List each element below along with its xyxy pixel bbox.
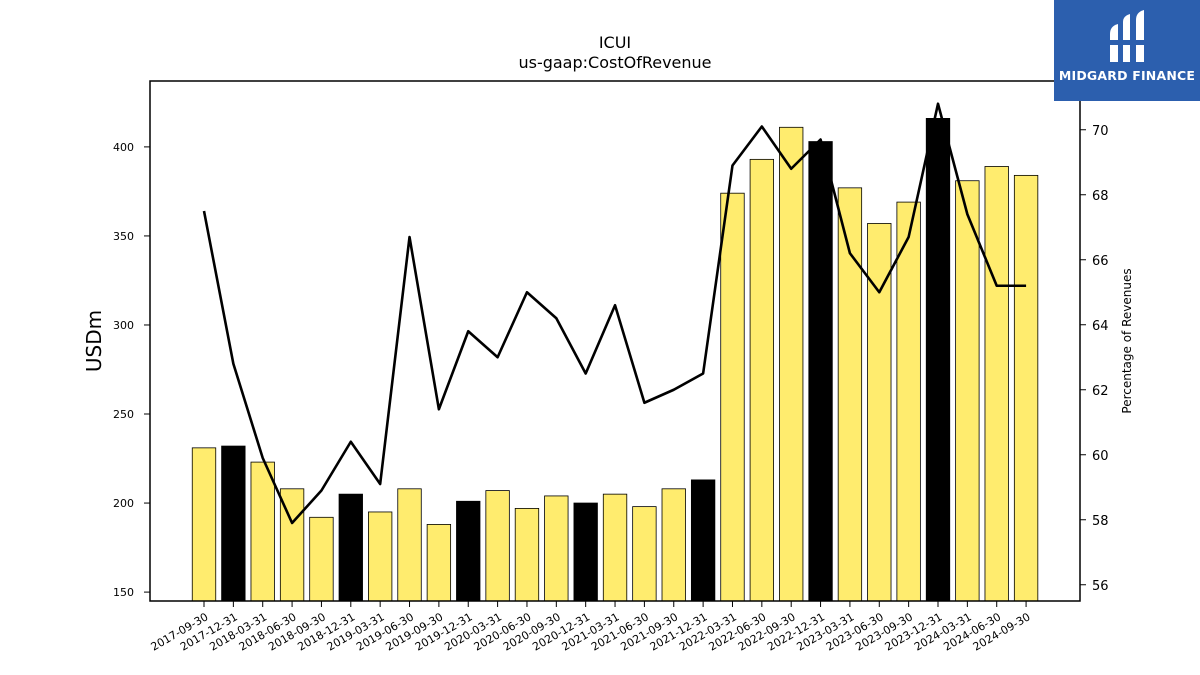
y2-tick-label-60: 60: [1092, 449, 1109, 464]
y2-tick-label-64: 64: [1092, 319, 1109, 334]
bar-2017-09-30: [191, 447, 217, 602]
line-layer: [202, 102, 1027, 525]
y2-tick-label-56: 56: [1092, 579, 1109, 594]
bar-2023-12-31: [925, 118, 951, 602]
y2-tick-label-68: 68: [1092, 189, 1109, 204]
bar-2017-12-31: [221, 445, 246, 602]
bar-2024-09-30: [1013, 174, 1039, 602]
bar-2018-09-30: [309, 516, 334, 602]
y-axis-left: 150 200 250 300 350 400: [113, 141, 150, 599]
bar-2023-09-30: [896, 201, 921, 602]
bar-2018-12-31: [338, 493, 363, 602]
bar-2022-09-30: [779, 126, 804, 602]
bar-2020-09-30: [544, 495, 569, 602]
y2-tick-label-66: 66: [1092, 254, 1109, 269]
bar-2022-03-31: [720, 192, 745, 602]
bar-2022-12-31: [808, 141, 833, 602]
bar-2018-03-31: [250, 461, 275, 602]
bar-2020-03-31: [485, 490, 510, 602]
bar-2019-03-31: [368, 511, 393, 602]
y-axis-right: 56 58 60 62 64 66 68 70: [1080, 124, 1109, 594]
y2-tick-label-62: 62: [1092, 384, 1109, 399]
bar-2021-09-30: [661, 488, 686, 602]
midgard-finance-logo: MIDGARD FINANCE: [1054, 0, 1200, 101]
y-tick-label-150: 150: [113, 586, 134, 599]
y2-tick-label-70: 70: [1092, 124, 1109, 139]
logo-text: MIDGARD FINANCE: [1058, 68, 1196, 83]
y2-axis-label: Percentage of Revenues: [1120, 268, 1134, 413]
bar-2021-12-31: [690, 479, 716, 602]
bar-2020-06-30: [514, 507, 540, 602]
y-tick-label-300: 300: [113, 319, 134, 332]
bar-2021-03-31: [602, 493, 628, 602]
bar-2019-09-30: [426, 524, 452, 602]
bar-2024-06-30: [984, 166, 1009, 602]
y-tick-label-200: 200: [113, 497, 134, 510]
bars-layer: [191, 118, 1039, 602]
chart-title: ICUI: [599, 33, 631, 52]
logo-mark-icon: [1110, 10, 1144, 62]
chart-subtitle: us-gaap:CostOfRevenue: [518, 53, 711, 72]
bar-2019-12-31: [456, 500, 481, 602]
x-axis: 2017-09-302017-12-312018-03-312018-06-30…: [149, 601, 1033, 654]
bar-2022-06-30: [749, 158, 774, 602]
y-tick-label-350: 350: [113, 230, 134, 243]
bar-2024-03-31: [955, 180, 980, 602]
y2-tick-label-58: 58: [1092, 514, 1109, 529]
percentage-line: [202, 102, 1027, 525]
y-axis-label: USDm: [82, 310, 106, 372]
y-tick-label-250: 250: [113, 408, 134, 421]
bar-2019-06-30: [397, 488, 422, 602]
bar-2021-06-30: [632, 506, 657, 602]
y-tick-label-400: 400: [113, 141, 134, 154]
bar-2020-12-31: [573, 502, 598, 602]
